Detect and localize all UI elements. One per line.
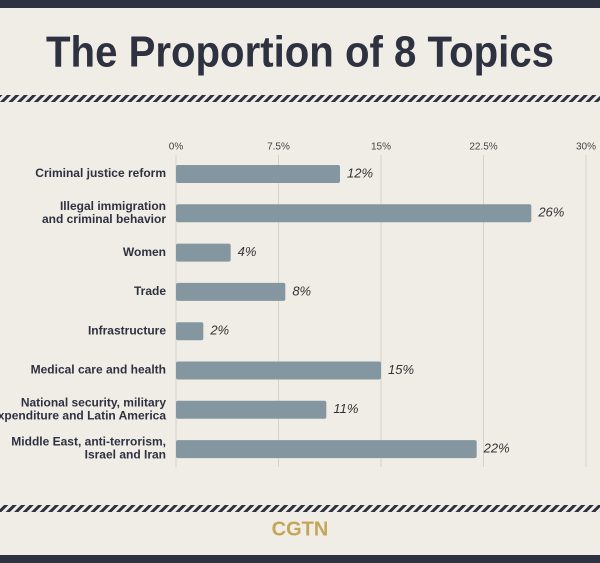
value-label: 4% [238, 244, 257, 259]
chart-title: The Proportion of 8 Topics [46, 28, 554, 77]
value-label: 26% [537, 205, 564, 220]
bottom-band [0, 555, 600, 563]
x-tick-label: 15% [371, 142, 391, 153]
bar [176, 400, 327, 419]
y-tick-label: Criminal justice reform [35, 166, 166, 180]
value-label: 15% [388, 362, 414, 377]
bar [176, 361, 381, 380]
divider [0, 95, 600, 102]
value-label: 22% [483, 441, 510, 456]
y-tick-label: Women [123, 245, 166, 259]
x-tick-label: 7.5% [267, 142, 290, 153]
y-tick-label: Middle East, anti-terrorism, Israel and I… [11, 435, 166, 462]
y-tick-label: Illegal immigration and criminal behavior [42, 199, 166, 226]
x-tick-label: 30% [576, 142, 596, 153]
bar [176, 282, 286, 301]
y-tick-label: National security, military expenditure a… [0, 395, 166, 422]
bar [176, 243, 231, 262]
bar [176, 204, 532, 223]
bar [176, 165, 340, 183]
divider [0, 505, 600, 512]
y-tick-label: Infrastructure [88, 323, 166, 337]
x-tick-label: 22.5% [469, 142, 497, 153]
value-label: 11% [333, 401, 358, 416]
y-tick-label: Medical care and health [31, 363, 166, 377]
value-label: 8% [292, 283, 311, 298]
bar [176, 322, 204, 341]
logo: CGTN [272, 518, 329, 540]
top-band [0, 0, 600, 8]
value-label: 12% [347, 165, 373, 180]
x-tick-label: 0% [169, 142, 184, 153]
value-label: 2% [209, 323, 229, 338]
bar [176, 440, 477, 459]
y-tick-label: Trade [134, 284, 166, 298]
